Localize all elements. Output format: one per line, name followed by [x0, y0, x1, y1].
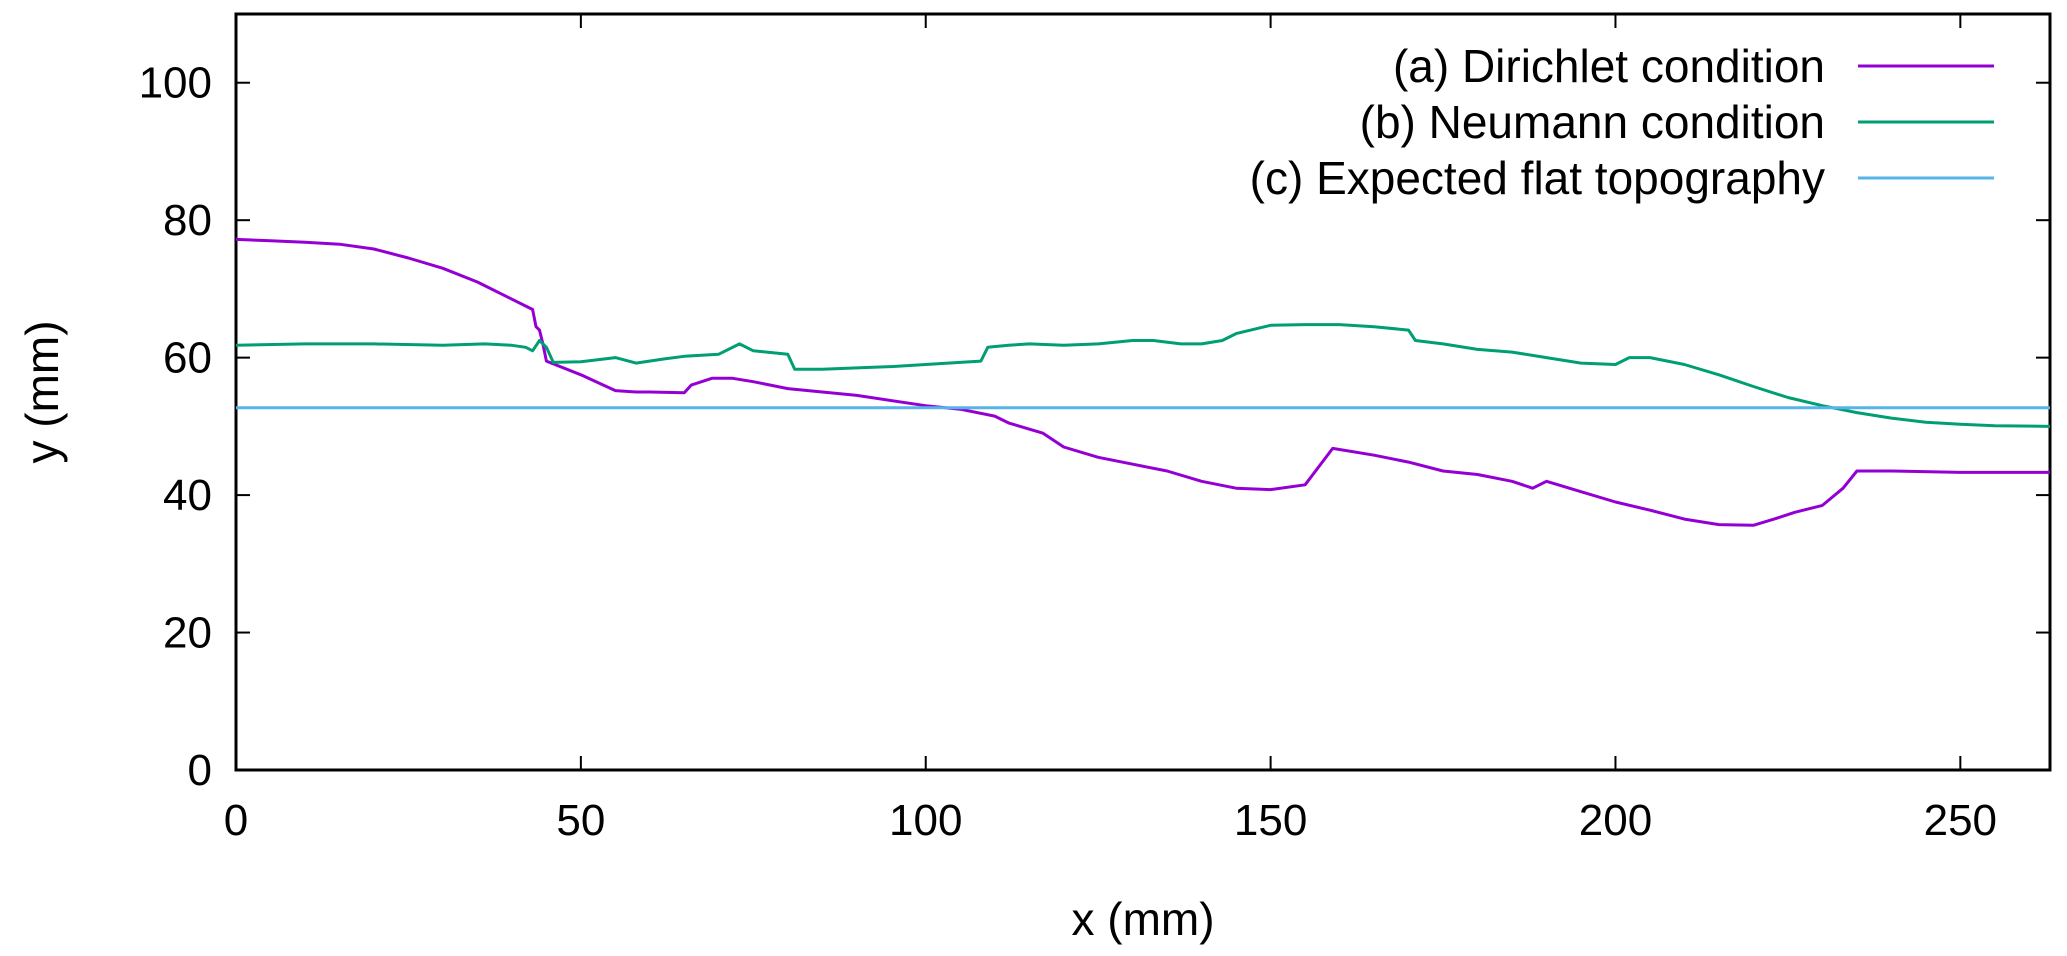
legend-label-0: (a) Dirichlet condition	[1393, 40, 1825, 92]
legend: (a) Dirichlet condition(b) Neumann condi…	[1250, 40, 1994, 204]
plot-frame	[234, 12, 2052, 772]
x-axis-label: x (mm)	[1071, 893, 1214, 945]
y-tick-label: 40	[163, 471, 212, 520]
x-tick-label: 200	[1579, 796, 1652, 845]
y-axis-label: y (mm)	[16, 320, 68, 463]
y-tick-label: 80	[163, 196, 212, 245]
x-tick-label: 50	[556, 796, 605, 845]
series-line-1	[235, 323, 2051, 428]
x-tick-label: 100	[889, 796, 962, 845]
x-tick-label: 150	[1234, 796, 1307, 845]
axis-ticks: 0 50 100 150 200 250 0 20 40 60 80 100	[139, 14, 2050, 845]
legend-label-1: (b) Neumann condition	[1360, 96, 1825, 148]
y-tick-label: 20	[163, 609, 212, 658]
series-line-0	[235, 237, 2050, 527]
y-tick-label: 0	[188, 746, 212, 795]
series-layer	[235, 237, 2051, 527]
x-tick-label: 250	[1924, 796, 1997, 845]
y-tick-label: 60	[163, 334, 212, 383]
y-tick-label: 100	[139, 59, 212, 108]
legend-label-2: (c) Expected flat topography	[1250, 152, 1825, 204]
x-tick-label: 0	[224, 796, 248, 845]
